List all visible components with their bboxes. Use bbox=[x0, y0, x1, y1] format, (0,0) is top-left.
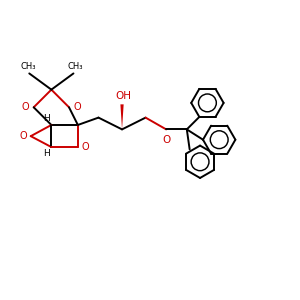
Text: OH: OH bbox=[116, 91, 131, 101]
Text: O: O bbox=[19, 131, 27, 141]
Text: O: O bbox=[22, 102, 30, 112]
Text: CH₃: CH₃ bbox=[20, 62, 36, 71]
Text: O: O bbox=[82, 142, 89, 152]
Polygon shape bbox=[120, 104, 124, 129]
Text: O: O bbox=[163, 135, 171, 145]
Text: O: O bbox=[73, 102, 81, 112]
Text: H: H bbox=[43, 115, 50, 124]
Text: H: H bbox=[43, 148, 50, 158]
Text: CH₃: CH₃ bbox=[67, 62, 83, 71]
